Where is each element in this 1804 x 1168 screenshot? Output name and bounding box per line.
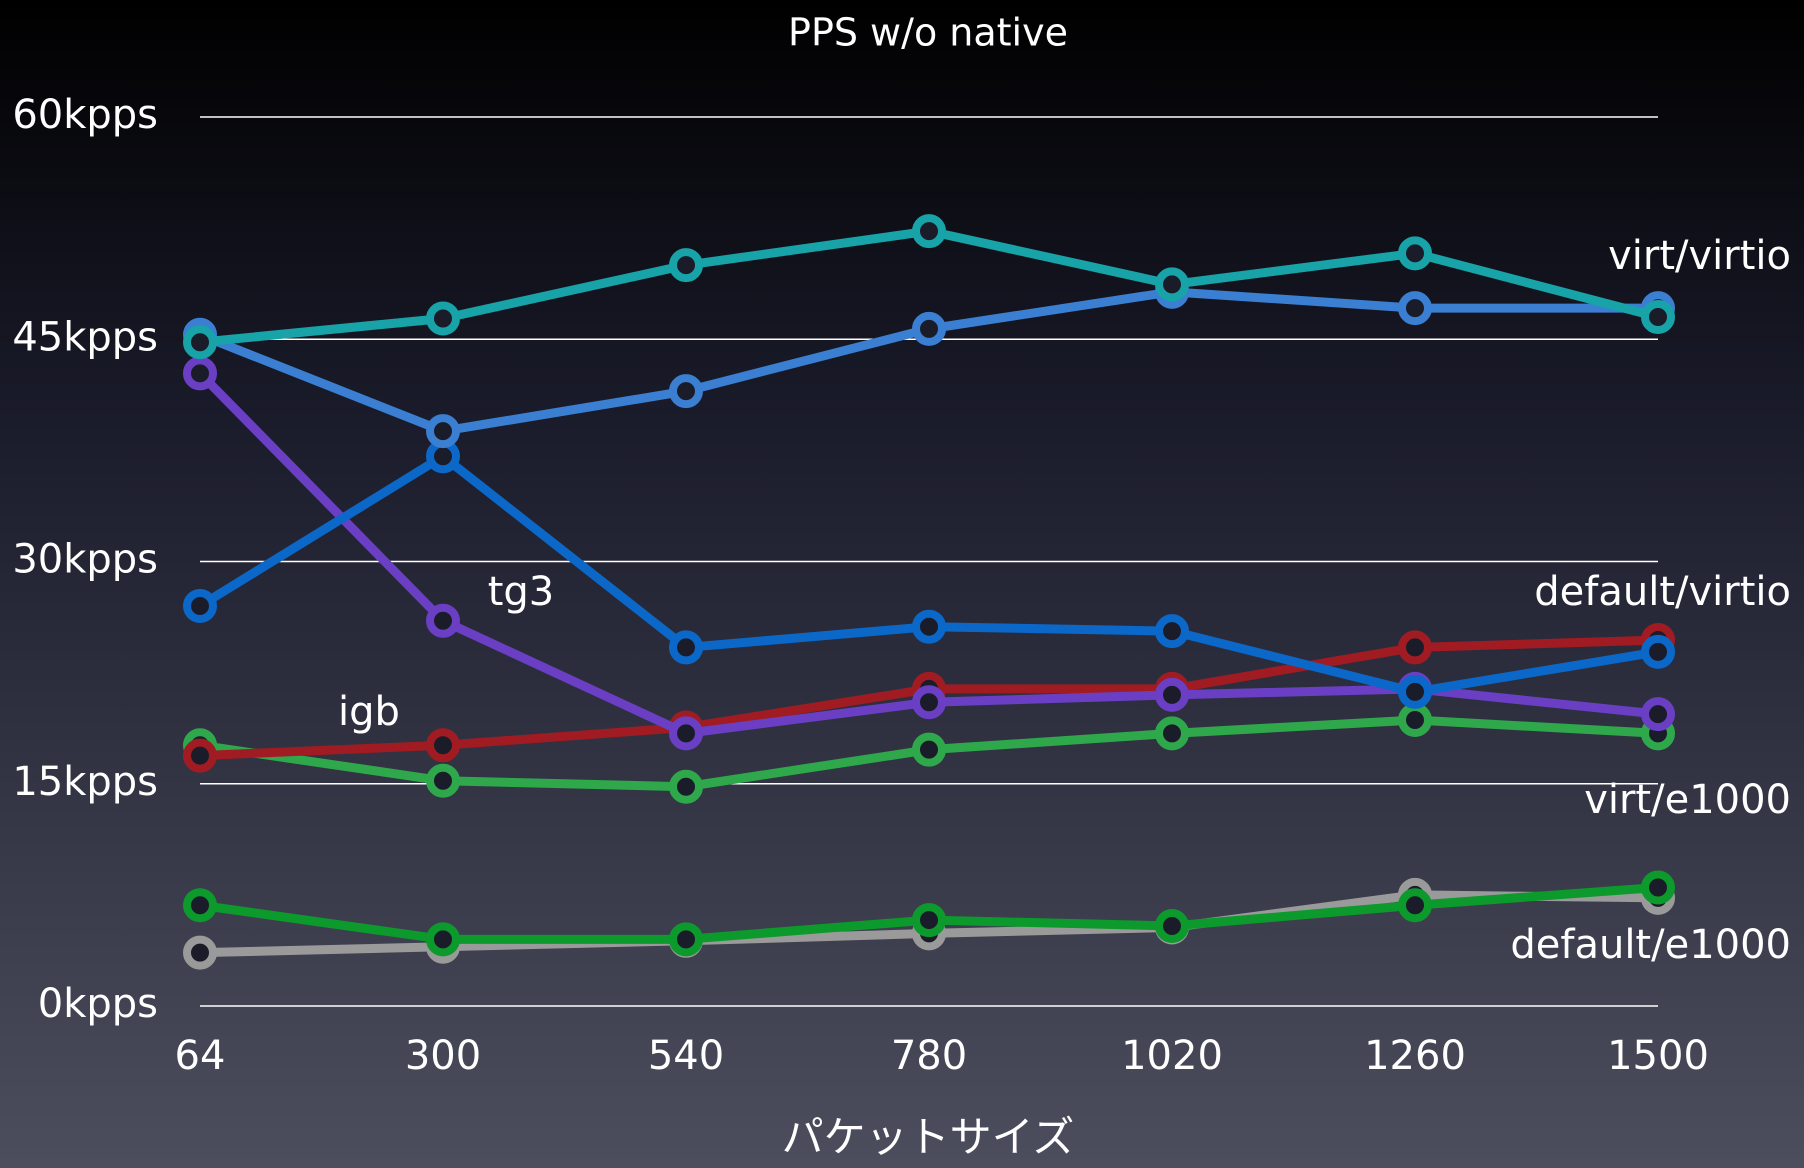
data-point: [1155, 908, 1189, 943]
data-point: [912, 214, 946, 249]
annotation: igb: [338, 689, 400, 735]
chart-title: PPS w/o native: [788, 11, 1068, 55]
x-tick-label: 540: [648, 1033, 724, 1079]
data-point: [1155, 677, 1189, 712]
data-point: [426, 301, 460, 336]
data-point: [669, 630, 703, 665]
y-tick-label: 45kpps: [12, 314, 158, 360]
data-point: [183, 738, 217, 773]
data-point: [1155, 267, 1189, 302]
y-tick-label: 30kpps: [12, 537, 158, 583]
data-point: [426, 414, 460, 449]
y-tick-label: 60kpps: [12, 92, 158, 138]
annotation: default/e1000: [1510, 922, 1791, 968]
data-point: [183, 888, 217, 923]
annotation: virt/virtio: [1608, 233, 1791, 279]
data-point: [1398, 630, 1432, 665]
data-point: [1641, 697, 1675, 732]
data-point: [669, 769, 703, 804]
x-axis-label: パケットサイズ: [782, 1113, 1075, 1162]
x-tick-label: 780: [891, 1033, 967, 1079]
data-point: [183, 325, 217, 360]
data-point: [912, 311, 946, 346]
data-point: [912, 903, 946, 938]
data-point: [1398, 703, 1432, 738]
data-point: [1398, 291, 1432, 326]
y-tick-label: 0kpps: [38, 981, 158, 1027]
data-point: [1641, 870, 1675, 905]
data-point: [912, 732, 946, 767]
annotation: virt/e1000: [1584, 777, 1791, 823]
data-point: [426, 728, 460, 763]
data-point: [1398, 674, 1432, 709]
data-point: [1155, 716, 1189, 751]
data-point: [426, 922, 460, 957]
data-point: [183, 588, 217, 623]
data-point: [1398, 888, 1432, 923]
data-point: [1641, 300, 1675, 335]
x-tick-label: 300: [405, 1033, 481, 1079]
data-point: [426, 763, 460, 798]
data-point: [912, 609, 946, 644]
data-point: [426, 603, 460, 638]
data-point: [669, 374, 703, 409]
y-tick-label: 15kpps: [12, 759, 158, 805]
data-point: [1641, 634, 1675, 669]
x-tick-label: 64: [175, 1033, 226, 1079]
data-point: [1398, 236, 1432, 271]
data-point: [669, 716, 703, 751]
data-point: [1155, 614, 1189, 649]
data-point: [183, 356, 217, 391]
x-tick-label: 1020: [1121, 1033, 1223, 1079]
x-tick-label: 1260: [1364, 1033, 1466, 1079]
data-point: [183, 935, 217, 970]
annotation: tg3: [488, 569, 555, 615]
data-point: [912, 685, 946, 720]
data-point: [669, 922, 703, 957]
x-tick-label: 1500: [1607, 1033, 1709, 1079]
annotation: default/virtio: [1534, 569, 1791, 615]
data-point: [669, 248, 703, 283]
